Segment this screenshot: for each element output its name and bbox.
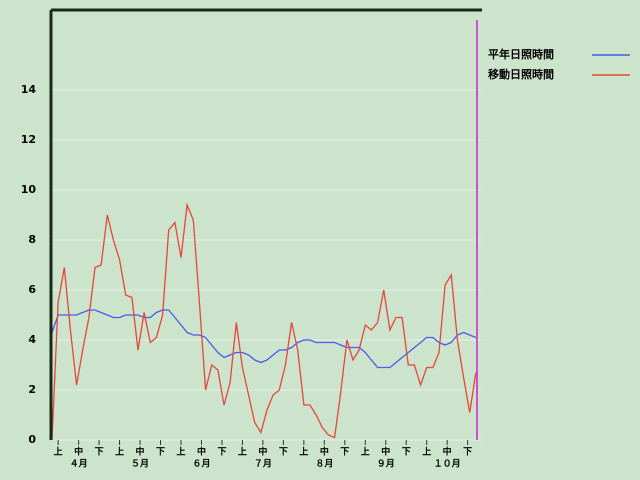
x-tick-label: 下 — [156, 447, 165, 458]
month-label: ７月 — [254, 459, 272, 470]
plot — [51, 202, 477, 441]
x-tick-label: 中 — [258, 446, 267, 458]
x-tick-label: 中 — [381, 446, 390, 458]
y-tick-label: 0 — [28, 433, 36, 446]
legend-label: 移動日照時間 — [488, 67, 554, 81]
x-tick-label: 中 — [320, 446, 329, 458]
x-tick-label: 下 — [279, 447, 288, 458]
y-tick-label: 4 — [28, 333, 36, 346]
x-tick-label: 下 — [463, 447, 472, 458]
x-tick-label: 中 — [74, 446, 83, 458]
x-tick-label: 上 — [238, 446, 247, 458]
x-tick-label: 下 — [340, 447, 349, 458]
x-tick-label: 上 — [54, 446, 63, 458]
x-tick-label: 上 — [422, 446, 431, 458]
y-tick-label: 2 — [28, 383, 36, 396]
month-label: ６月 — [192, 459, 210, 470]
x-tick-label: 中 — [443, 446, 452, 458]
legend-label: 平年日照時間 — [488, 47, 554, 61]
y-tick-label: 6 — [28, 283, 36, 296]
month-label: ４月 — [70, 459, 88, 470]
x-tick-label: 上 — [299, 446, 308, 458]
y-tick-label: 12 — [21, 133, 36, 146]
series-line — [51, 309, 477, 369]
y-tick-label: 8 — [28, 233, 36, 246]
month-label: ９月 — [377, 459, 395, 470]
x-tick-label: 下 — [402, 447, 411, 458]
y-tick-label: 10 — [21, 183, 37, 196]
x-tick-label: 上 — [361, 446, 370, 458]
month-label: ５月 — [131, 459, 149, 470]
series-line — [51, 202, 477, 441]
x-tick-label: 上 — [115, 446, 124, 458]
grid — [52, 89, 482, 441]
month-label: １０月 — [434, 459, 461, 470]
x-tick-label: 下 — [95, 447, 104, 458]
x-tick-label: 下 — [217, 447, 226, 458]
y-tick-label: 14 — [21, 83, 37, 96]
month-label: ８月 — [315, 459, 333, 470]
x-tick-label: 中 — [136, 446, 145, 458]
x-tick-label: 上 — [176, 446, 185, 458]
x-tick-label: 中 — [197, 446, 206, 458]
